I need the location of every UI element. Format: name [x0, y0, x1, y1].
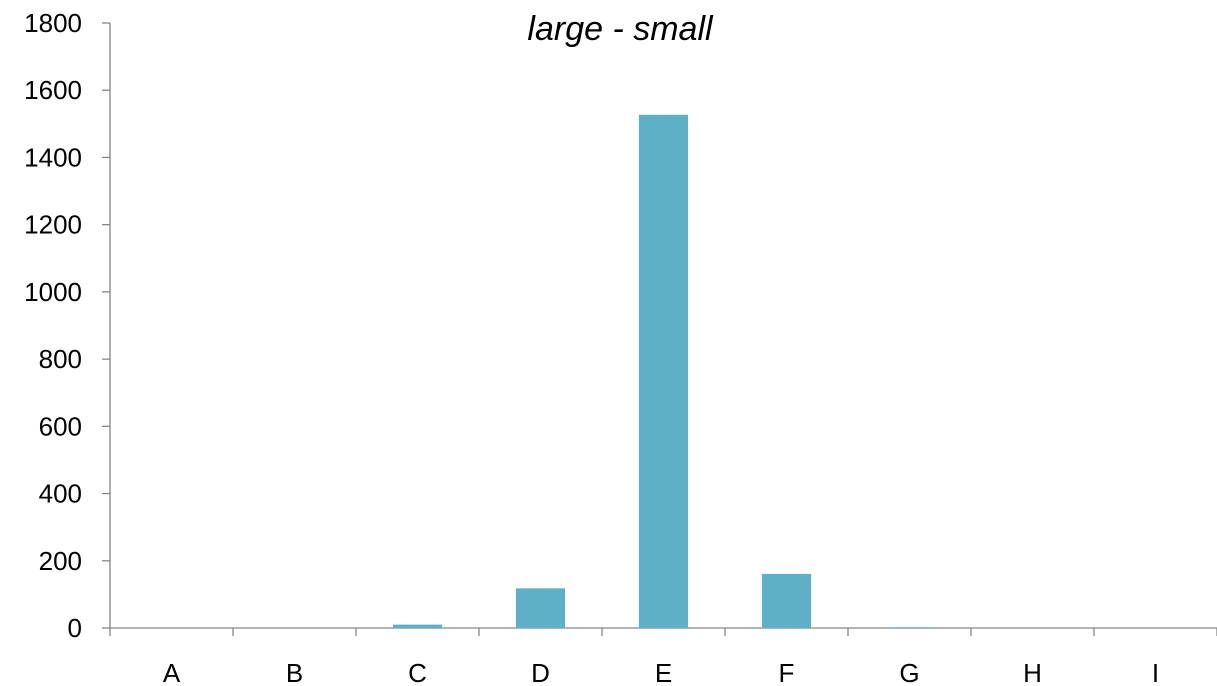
y-tick-label: 400 — [39, 479, 82, 509]
x-tick-label: E — [655, 658, 672, 686]
bar-f — [761, 573, 812, 628]
bars — [392, 114, 935, 629]
y-tick-label: 800 — [39, 344, 82, 374]
y-tick-label: 1200 — [24, 210, 82, 240]
y-tick-label: 1400 — [24, 142, 82, 172]
x-tick-label: I — [1152, 658, 1159, 686]
y-tick-label: 1600 — [24, 75, 82, 105]
x-tick-label: A — [163, 658, 181, 686]
x-axis: A B C D E F G H I — [110, 627, 1217, 686]
x-tick-label: D — [531, 658, 550, 686]
x-tick-label: H — [1023, 658, 1042, 686]
y-tick-label: 1800 — [24, 8, 82, 38]
bar-g — [884, 627, 935, 628]
y-tick-label: 1000 — [24, 277, 82, 307]
y-tick-label: 0 — [68, 613, 82, 643]
y-axis: 0 200 400 600 800 1000 1200 1400 1600 1800 — [24, 8, 111, 643]
bar-c — [392, 624, 443, 628]
x-tick-label: G — [899, 658, 919, 686]
x-tick-label: F — [779, 658, 795, 686]
bar-e — [638, 114, 689, 629]
chart-title: large - small — [527, 10, 714, 48]
y-tick-label: 200 — [39, 546, 82, 576]
x-tick-label: C — [408, 658, 427, 686]
x-tick-label: B — [286, 658, 303, 686]
bar-d — [515, 588, 566, 628]
y-tick-label: 600 — [39, 411, 82, 441]
